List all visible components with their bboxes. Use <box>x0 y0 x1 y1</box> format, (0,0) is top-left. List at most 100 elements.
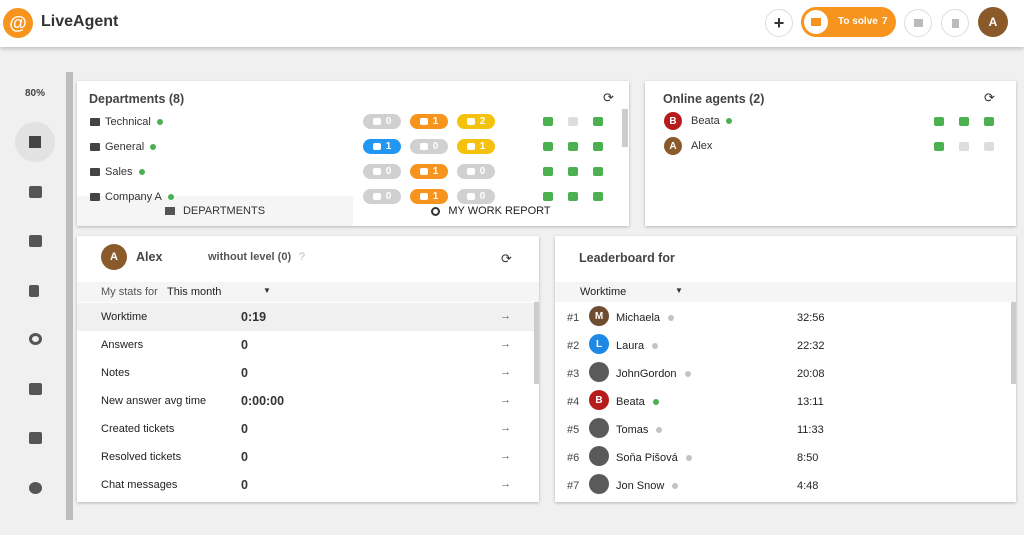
tickets-nav[interactable] <box>29 186 42 198</box>
mail-action[interactable] <box>934 117 944 126</box>
leaderboard-value: 32:56 <box>797 312 825 324</box>
chat-button[interactable] <box>904 9 932 37</box>
mail-action[interactable] <box>543 192 553 201</box>
department-name: Technical <box>105 116 151 128</box>
mail-action[interactable] <box>543 117 553 126</box>
phone-action[interactable] <box>593 142 603 151</box>
stat-label: Worktime <box>101 311 148 323</box>
chat-action[interactable] <box>959 142 969 151</box>
zoom[interactable]: 80% <box>25 88 46 99</box>
metric-select[interactable]: Worktime <box>580 286 627 298</box>
stat-row[interactable]: Answers 0 → <box>77 331 534 359</box>
tab-label: DEPARTMENTS <box>182 205 266 217</box>
badge-calls[interactable]: 0 <box>410 139 448 154</box>
status-dot <box>652 343 658 349</box>
agent-name: Beata <box>616 396 645 408</box>
logo: LiveAgent <box>41 13 119 30</box>
add-button[interactable]: + <box>765 9 793 37</box>
badge-calls[interactable]: 1 <box>410 164 448 179</box>
arrow[interactable]: → <box>500 450 511 462</box>
status-dot <box>157 119 163 125</box>
leaderboard-value: 22:32 <box>797 340 825 352</box>
leaderboard-value: 13:11 <box>797 396 824 408</box>
arrow[interactable]: → <box>500 394 511 406</box>
badge-count: 1 <box>385 141 392 152</box>
tab-label: MY WORK REPORT <box>448 205 551 217</box>
stat-label: Resolved tickets <box>101 451 182 463</box>
chat-action[interactable] <box>568 167 578 176</box>
mail-action[interactable] <box>543 142 553 151</box>
chats-nav[interactable] <box>29 235 42 247</box>
stat-row[interactable]: New answer avg time 0:00:00 → <box>77 387 534 415</box>
badge-count: 0 <box>432 141 439 152</box>
stat-label: Answers <box>101 339 144 351</box>
phone-action[interactable] <box>593 192 603 201</box>
badge-count: 0 <box>479 166 486 177</box>
stat-row[interactable]: Worktime 0:19 → <box>77 303 534 331</box>
agent-level: without level (0) <box>208 251 292 263</box>
period-label: My stats for <box>101 286 158 298</box>
reports-nav[interactable] <box>29 333 42 345</box>
badge-chats[interactable]: 0 <box>363 189 401 204</box>
badge-emails[interactable]: 0 <box>457 164 495 179</box>
knowledgebase-nav[interactable] <box>29 432 42 444</box>
chat-action[interactable] <box>568 117 578 126</box>
stat-row[interactable]: Resolved tickets 0 → <box>77 443 534 471</box>
chat-action[interactable] <box>568 192 578 201</box>
badge-chats[interactable]: 0 <box>363 114 401 129</box>
badge-emails[interactable]: 0 <box>457 189 495 204</box>
help-icon[interactable]: ? <box>299 251 306 263</box>
departments-tab[interactable]: DEPARTMENTS <box>77 196 353 226</box>
stat-row[interactable]: Chat messages 0 → <box>77 471 534 499</box>
stat-row[interactable]: Created tickets 0 → <box>77 415 534 443</box>
departments-title: Departments (8) <box>89 92 185 106</box>
period-row: My stats for This month ▼ <box>77 282 539 302</box>
arrow[interactable]: → <box>500 310 511 322</box>
mail-action[interactable] <box>543 167 553 176</box>
refresh-button[interactable]: ⟳ <box>501 251 512 266</box>
stat-row[interactable]: Notes 0 → <box>77 359 534 387</box>
contacts-nav[interactable] <box>29 383 42 395</box>
arrow[interactable]: → <box>500 338 511 350</box>
arrow[interactable]: → <box>500 422 511 434</box>
phone-action[interactable] <box>984 117 994 126</box>
leaderboard-value: 8:50 <box>797 452 819 464</box>
call-button[interactable] <box>941 9 969 37</box>
chat-action[interactable] <box>959 117 969 126</box>
stat-value: 0 <box>241 338 248 352</box>
arrow[interactable]: → <box>500 366 511 378</box>
arrow[interactable]: → <box>500 478 511 490</box>
badge-calls[interactable]: 1 <box>410 114 448 129</box>
period-select[interactable]: This month <box>167 286 222 298</box>
badge-emails[interactable]: 1 <box>457 139 495 154</box>
dropdown-arrow[interactable]: ▼ <box>263 286 271 295</box>
user-avatar[interactable]: A <box>978 7 1008 37</box>
stat-value: 0:19 <box>241 310 267 324</box>
badge-emails[interactable]: 2 <box>457 114 495 129</box>
phone-action[interactable] <box>593 167 603 176</box>
agent-name: Alex <box>136 250 163 264</box>
rank: #7 <box>567 480 580 492</box>
phone-action[interactable] <box>984 142 994 151</box>
phone-action[interactable] <box>593 117 603 126</box>
refresh-button[interactable]: ⟳ <box>603 90 614 105</box>
settings-nav[interactable] <box>29 482 42 494</box>
agent-name: Michaela <box>616 312 661 324</box>
metric-row: Worktime ▼ <box>555 282 1016 302</box>
chat-action[interactable] <box>568 142 578 151</box>
dropdown-arrow[interactable]: ▼ <box>675 286 683 295</box>
leaderboard-title: Leaderboard for <box>579 251 675 265</box>
mail-action[interactable] <box>934 142 944 151</box>
badge-calls[interactable]: 1 <box>410 189 448 204</box>
badge-chats[interactable]: 0 <box>363 164 401 179</box>
scrollbar <box>66 72 73 520</box>
calls-nav[interactable] <box>29 285 39 297</box>
refresh-button[interactable]: ⟳ <box>984 90 995 105</box>
sidebar: 80% <box>0 47 66 535</box>
dashboard-nav[interactable] <box>15 122 55 162</box>
badge-chats[interactable]: 1 <box>363 139 401 154</box>
badge-count: 1 <box>432 116 439 127</box>
status-dot <box>150 144 156 150</box>
rank: #4 <box>567 396 580 408</box>
to-solve-button[interactable]: To solve 7 <box>801 7 896 37</box>
